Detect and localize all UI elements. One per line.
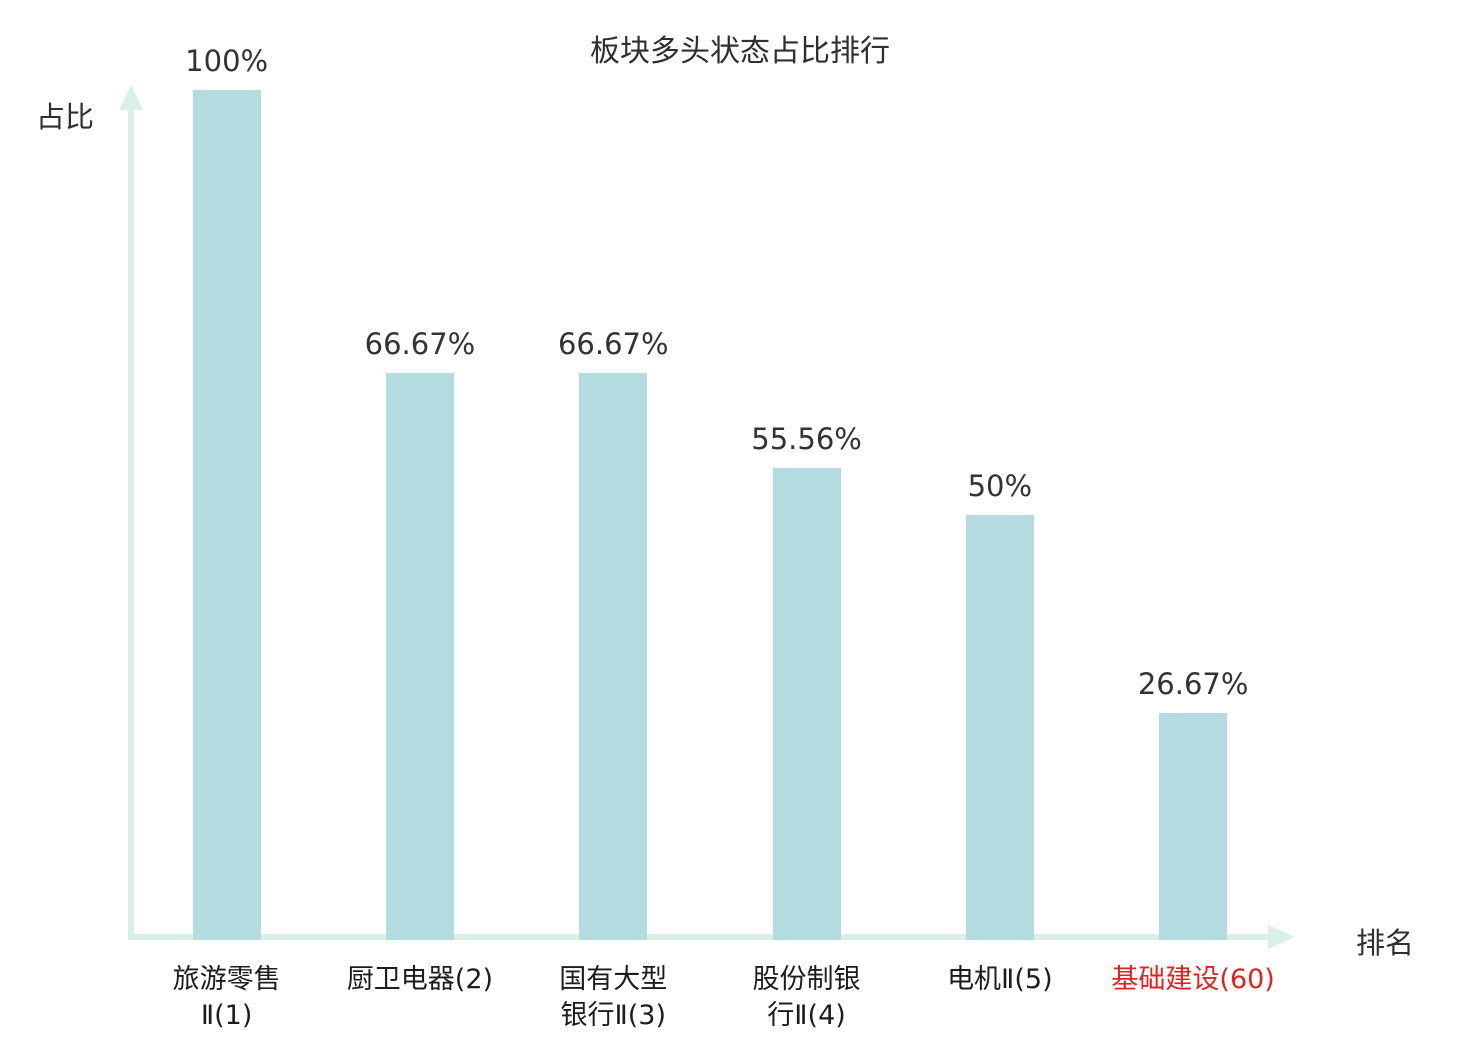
y-axis-arrow-icon	[119, 85, 143, 110]
bar	[772, 468, 841, 940]
bar	[385, 373, 454, 940]
category-label: 基础建设(60)	[1111, 964, 1275, 995]
y-axis-label: 占比	[36, 100, 95, 134]
bar	[192, 90, 261, 940]
category-label: 国有大型 银行Ⅱ(3)	[559, 964, 668, 1032]
bar-value-label: 66.67%	[557, 327, 669, 361]
bar-value-label: 26.67%	[1137, 667, 1249, 701]
x-axis-label: 排名	[1356, 926, 1415, 960]
bar-value-label: 55.56%	[751, 422, 862, 456]
bar	[1159, 713, 1228, 940]
category-label: 股份制银 行Ⅱ(4)	[752, 964, 861, 1032]
bar	[579, 373, 648, 940]
category-label: 厨卫电器(2)	[346, 964, 494, 995]
category-label: 旅游零售 Ⅱ(1)	[172, 964, 281, 1032]
chart-title: 板块多头状态占比排行	[590, 34, 890, 69]
bar-value-label: 66.67%	[364, 327, 476, 361]
bar-value-label: 50%	[967, 469, 1033, 503]
category-label: 电机Ⅱ(5)	[947, 964, 1053, 995]
bar	[965, 515, 1034, 940]
bar-value-label: 100%	[185, 44, 269, 78]
x-axis-arrow-icon	[1268, 925, 1295, 949]
